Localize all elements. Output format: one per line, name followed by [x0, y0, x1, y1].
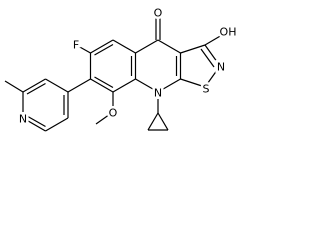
atom-label: S: [203, 83, 210, 96]
atom-label: N: [217, 61, 225, 74]
atom-label: N: [19, 113, 27, 126]
bonds: [4, 16, 223, 132]
atom-label: F: [73, 39, 79, 52]
atom-label: O: [109, 107, 118, 120]
atom-label: N: [154, 87, 162, 100]
atom-labels: O OH F N S N O N: [16, 4, 239, 128]
atom-label: O: [154, 7, 163, 20]
molecule-diagram: O OH F N S N O N: [4, 4, 239, 132]
atom-label: OH: [220, 26, 237, 39]
